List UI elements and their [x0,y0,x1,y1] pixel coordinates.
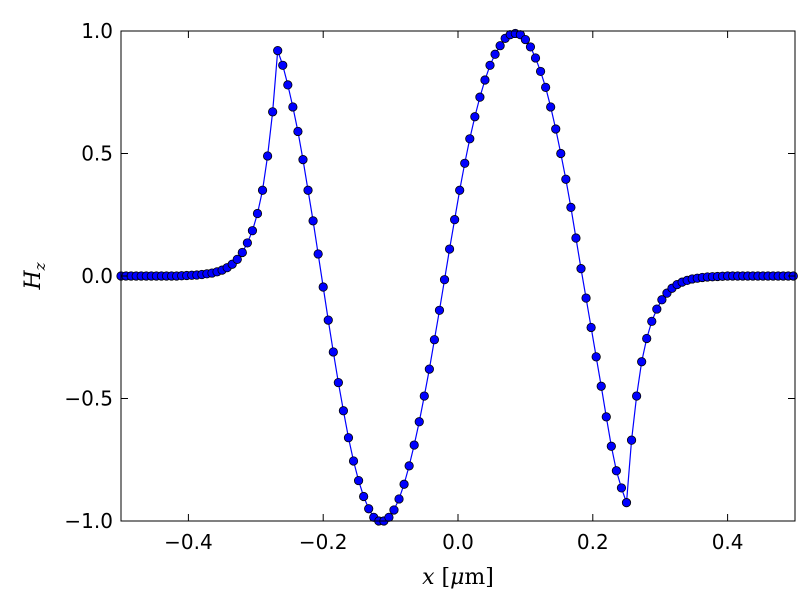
y-tick-label: 1.0 [81,19,113,43]
data-point [389,505,399,515]
data-point [364,504,374,514]
data-point [460,158,470,168]
data-point [475,92,485,102]
data-point [409,440,419,450]
data-point [348,456,359,466]
data-point [414,417,424,427]
data-point [353,475,364,486]
data-point [450,215,460,225]
data-point [262,151,273,161]
data-point [637,357,647,367]
data-point [591,352,601,362]
data-point [546,102,556,112]
data-point [283,80,293,90]
data-point [384,512,394,522]
data-point [404,461,414,471]
x-tick-label: 0.0 [442,530,474,554]
data-point [470,112,480,122]
data-point [495,41,505,51]
data-point [571,233,581,243]
x-tick-label: 0.2 [577,530,609,554]
data-point [465,134,475,144]
data-point [328,347,338,357]
data-point [429,335,440,345]
data-point [652,304,662,314]
data-point [252,208,263,219]
data-point [273,45,283,56]
y-tick-label: 0.5 [81,142,113,166]
data-point [313,249,323,259]
data-point [268,107,278,117]
data-point [293,126,303,137]
data-point [485,60,495,70]
data-point [247,226,258,236]
x-axis-label: x [μm] [422,565,494,590]
data-point [525,42,536,52]
x-axis-label-unit: [ [435,565,451,590]
y-tick-label: 0.0 [81,264,113,288]
y-axis-label-var: H [21,270,46,291]
data-point [606,441,616,451]
data-point [490,49,500,59]
data-point [520,34,531,45]
data-point [323,315,333,325]
data-point [530,53,541,63]
data-point [586,322,596,333]
y-tick-label: −0.5 [64,387,113,411]
data-point [242,238,252,248]
data-point [632,391,642,401]
data-point [237,247,247,258]
data-point [621,498,632,508]
x-axis-label-m: m] [464,565,493,590]
data-point [576,264,586,274]
data-point [343,433,354,443]
data-point [444,244,455,254]
data-point [551,124,561,134]
data-point [278,60,288,70]
x-axis-label-var: x [422,565,435,590]
data-point [616,483,627,493]
data-point [257,185,268,195]
data-point [303,185,313,195]
y-tick-label: −1.0 [64,509,113,533]
data-point [657,295,667,305]
x-tick-label: −0.4 [164,530,213,554]
data-point [561,174,571,184]
data-point [288,102,298,112]
x-axis-label-mu: μ [450,565,464,590]
data-point [439,275,450,285]
data-point [611,466,621,476]
data-point [359,491,369,502]
data-point [541,82,551,92]
data-point [647,316,657,326]
x-tick-label: −0.2 [299,530,348,554]
data-point [601,412,611,422]
y-axis-label: Hz [21,262,49,290]
data-point [333,377,343,388]
x-tick-label: 0.4 [712,530,744,554]
data-point [626,435,637,445]
data-point [424,364,434,374]
data-point [394,494,404,504]
data-point [480,75,490,85]
data-point [535,66,546,77]
data-point [556,148,566,159]
data-point [455,185,465,195]
data-point [434,305,445,315]
data-point [338,406,349,416]
data-point [298,155,308,165]
y-axis-label-sub: z [31,262,49,271]
data-point [232,254,242,264]
data-point [642,333,652,344]
data-point [419,391,429,401]
data-point [308,216,318,226]
data-point [566,202,576,212]
data-point [581,293,591,303]
data-point [596,381,606,391]
series-layer [116,28,798,526]
data-point [399,479,409,489]
ticks-layer: −0.4 −0.2 0.0 0.2 0.4 −1.0 −0.5 0.0 0.5 1.0 [64,19,795,554]
data-point [318,282,328,292]
